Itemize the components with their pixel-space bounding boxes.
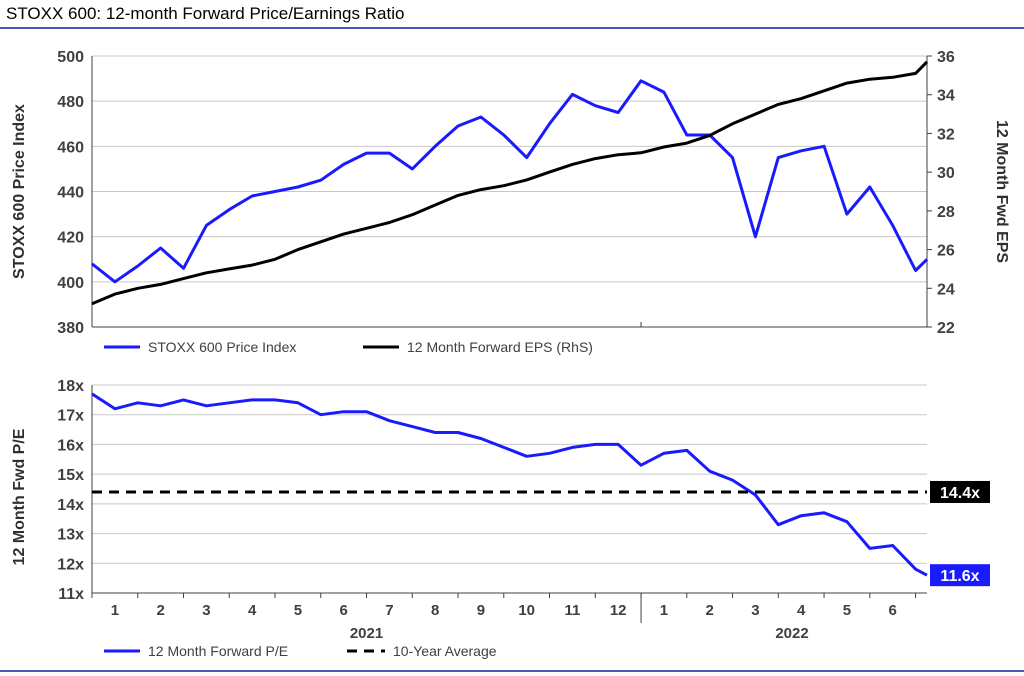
y2-tick-label: 30	[937, 165, 955, 182]
legend-label: STOXX 600 Price Index	[148, 339, 296, 355]
y-tick-label: 460	[57, 139, 84, 156]
x-tick-label: 3	[202, 602, 210, 619]
legend-label: 10-Year Average	[393, 643, 497, 659]
y-tick-label: 14x	[57, 497, 84, 514]
legend-label: 12 Month Forward P/E	[148, 643, 288, 659]
series-line-price	[91, 79, 929, 284]
x-tick-label: 6	[339, 602, 347, 619]
series-line-pe	[91, 392, 928, 577]
year-label: 2021	[350, 625, 383, 642]
y2-tick-label: 32	[937, 126, 955, 143]
y2-tick-label: 26	[937, 243, 955, 260]
y-tick-label: 16x	[57, 437, 84, 454]
value-badge	[930, 564, 990, 587]
x-tick-label: 2	[156, 602, 164, 619]
x-tick-label: 3	[751, 602, 759, 619]
y-tick-label: 500	[57, 49, 84, 66]
y-tick-label: 12x	[57, 556, 84, 573]
y-tick-label: 15x	[57, 467, 84, 484]
x-tick-label: 8	[431, 602, 439, 619]
y-axis-label: 12 Month Fwd P/E	[11, 428, 28, 565]
y2-tick-label: 34	[937, 88, 955, 105]
y-tick-label: 400	[57, 275, 84, 292]
y-tick-label: 480	[57, 94, 84, 111]
chart-title: STOXX 600: 12-month Forward Price/Earnin…	[6, 4, 405, 23]
legend-label: 12 Month Forward EPS (RhS)	[407, 339, 593, 355]
y2-tick-label: 28	[937, 204, 955, 221]
x-tick-label: 1	[111, 602, 119, 619]
y2-tick-label: 24	[937, 281, 955, 298]
x-tick-label: 2	[705, 602, 713, 619]
y-tick-label: 13x	[57, 527, 84, 544]
y-tick-label: 380	[57, 320, 84, 337]
x-tick-label: 5	[843, 602, 851, 619]
y-axis-label: STOXX 600 Price Index	[11, 104, 28, 279]
year-label: 2022	[775, 625, 808, 642]
value-badge	[930, 480, 990, 503]
value-badge-label: 14.4x	[940, 485, 980, 502]
y2-axis-label: 12 Month Fwd EPS	[993, 120, 1010, 263]
y-tick-label: 17x	[57, 408, 84, 425]
x-tick-label: 6	[889, 602, 897, 619]
x-tick-label: 11	[564, 602, 580, 619]
x-tick-label: 4	[797, 602, 806, 619]
y-tick-label: 11x	[58, 586, 84, 603]
x-tick-label: 4	[248, 602, 257, 619]
x-tick-label: 9	[477, 602, 485, 619]
x-tick-label: 7	[385, 602, 393, 619]
y-tick-label: 420	[57, 230, 84, 247]
y-tick-label: 18x	[57, 378, 84, 395]
value-badge-label: 11.6x	[940, 568, 979, 585]
y2-tick-label: 22	[937, 320, 955, 337]
series-line-eps	[91, 60, 929, 306]
x-tick-label: 5	[294, 602, 302, 619]
y2-tick-label: 36	[937, 49, 955, 66]
x-tick-label: 12	[610, 602, 627, 619]
x-tick-label: 10	[518, 602, 535, 619]
y-tick-label: 440	[57, 185, 84, 202]
x-tick-label: 1	[660, 602, 668, 619]
